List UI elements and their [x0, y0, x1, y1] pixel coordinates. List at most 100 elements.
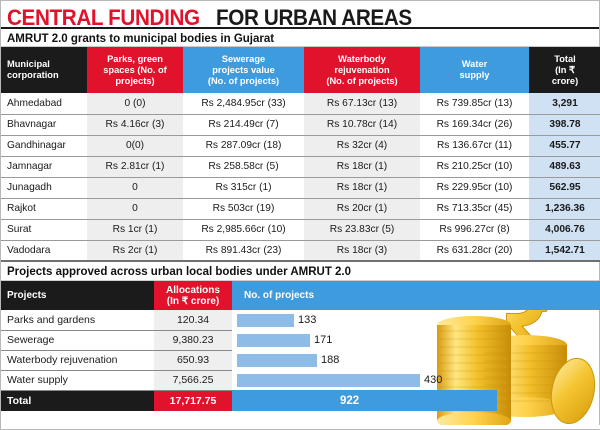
amrut-grants-table: Municipal corporation Parks, green space…	[1, 47, 600, 262]
col-line: projects value	[212, 64, 275, 75]
col-line: Sewerage	[221, 53, 266, 64]
cell-parks: 0	[87, 177, 183, 199]
cell-total-allocation: 17,717.75	[154, 390, 232, 411]
table-row: Junagadh 0 Rs 315cr (1) Rs 18cr (1) Rs 229.9…	[1, 177, 600, 199]
total-bar: 922	[232, 390, 497, 411]
cell-parks: 0	[87, 198, 183, 220]
cell-sewerage: Rs 258.58cr (5)	[183, 156, 304, 178]
table-header-row: Municipal corporation Parks, green space…	[1, 47, 600, 93]
cell-water: Rs 631.28cr (20)	[420, 240, 529, 262]
cell-total: 1,542.71	[529, 240, 600, 262]
cell-project-label: Waterbody rejuvenation	[1, 350, 154, 371]
col-water-supply: Water supply	[420, 47, 529, 93]
list-item: Sewerage 9,380.23 171	[1, 330, 600, 351]
col-line: Projects	[7, 290, 47, 301]
page-title: CENTRAL FUNDING FOR URBAN AREAS	[1, 1, 599, 30]
cell-water: Rs 229.95cr (10)	[420, 177, 529, 199]
cell-sewerage: Rs 891.43cr (23)	[183, 240, 304, 262]
col-line: (In ₹	[555, 64, 575, 75]
table-row: Surat Rs 1cr (1) Rs 2,985.66cr (10) Rs 23.8…	[1, 219, 600, 241]
cell-city: Ahmedabad	[1, 93, 87, 115]
cell-city: Rajkot	[1, 198, 87, 220]
cell-parks: 0(0)	[87, 135, 183, 157]
bar	[237, 353, 317, 367]
cell-sewerage: Rs 287.09cr (18)	[183, 135, 304, 157]
title-rest: FOR URBAN AREAS	[216, 5, 413, 30]
cell-parks: 0 (0)	[87, 93, 183, 115]
total-bar-value: 922	[340, 394, 360, 407]
col-line: Waterbody	[338, 53, 386, 64]
cell-projects-bar: 133	[232, 310, 600, 330]
section2-subtitle: Projects approved across urban local bod…	[1, 262, 599, 281]
cell-water: Rs 739.85cr (13)	[420, 93, 529, 115]
col-allocations: Allocations (In ₹ crore)	[154, 281, 232, 310]
list-item: Waterbody rejuvenation 650.93 188	[1, 350, 600, 371]
list-item: Water supply 7,566.25 430	[1, 370, 600, 391]
cell-sewerage: Rs 2,985.66cr (10)	[183, 219, 304, 241]
table-row: Ahmedabad 0 (0) Rs 2,484.95cr (33) Rs 67.13…	[1, 93, 600, 115]
cell-waterbody: Rs 67.13cr (13)	[304, 93, 420, 115]
cell-waterbody: Rs 32cr (4)	[304, 135, 420, 157]
cell-sewerage: Rs 315cr (1)	[183, 177, 304, 199]
col-line: supply	[459, 70, 490, 80]
col-municipal-corporation: Municipal corporation	[1, 47, 87, 93]
cell-total-label: Total	[1, 390, 154, 411]
col-line: spaces (No. of	[103, 64, 167, 75]
cell-total: 4,006.76	[529, 219, 600, 241]
cell-allocation: 9,380.23	[154, 330, 232, 351]
table-row: Jamnagar Rs 2.81cr (1) Rs 258.58cr (5) Rs 1…	[1, 156, 600, 178]
bar	[237, 333, 310, 347]
cell-water: Rs 136.67cr (11)	[420, 135, 529, 157]
col-line: (No. of projects)	[326, 75, 398, 86]
cell-total: 562.95	[529, 177, 600, 199]
col-line: (No. of projects)	[207, 75, 280, 86]
cell-total: 489.63	[529, 156, 600, 178]
col-line: corporation	[7, 70, 59, 80]
cell-sewerage: Rs 503cr (19)	[183, 198, 304, 220]
cell-total: 3,291	[529, 93, 600, 115]
col-sewerage-projects-value: Sewerage projects value (No. of projects…	[183, 47, 304, 93]
cell-total-bar: 922	[232, 390, 600, 411]
cell-project-label: Water supply	[1, 370, 154, 391]
cell-total: 398.78	[529, 114, 600, 136]
bar	[237, 313, 294, 327]
cell-water: Rs 169.34cr (26)	[420, 114, 529, 136]
bar-value-label: 188	[321, 354, 340, 366]
cell-water: Rs 996.27cr (8)	[420, 219, 529, 241]
cell-city: Gandhinagar	[1, 135, 87, 157]
cell-city: Jamnagar	[1, 156, 87, 178]
cell-project-label: Sewerage	[1, 330, 154, 351]
bar-wrap: 171	[232, 330, 600, 350]
bar-value-label: 171	[314, 334, 333, 346]
cell-allocation: 120.34	[154, 310, 232, 331]
col-line: No. of projects	[244, 290, 315, 301]
table2-header-row: Projects Allocations (In ₹ crore) No. of…	[1, 281, 600, 310]
cell-city: Bhavnagar	[1, 114, 87, 136]
col-line: projects)	[115, 75, 155, 86]
col-line: Allocations	[166, 284, 220, 296]
cell-sewerage: Rs 2,484.95cr (33)	[183, 93, 304, 115]
footer-strip	[1, 425, 600, 429]
cell-project-label: Parks and gardens	[1, 310, 154, 331]
cell-city: Junagadh	[1, 177, 87, 199]
bar-value-label: 430	[424, 374, 443, 386]
cell-allocation: 650.93	[154, 350, 232, 371]
col-line: crore)	[551, 75, 579, 86]
col-line: Parks, green	[107, 53, 163, 64]
table-row: Bhavnagar Rs 4.16cr (3) Rs 214.49cr (7) Rs …	[1, 114, 600, 136]
cell-waterbody: Rs 20cr (1)	[304, 198, 420, 220]
cell-waterbody: Rs 10.78cr (14)	[304, 114, 420, 136]
cell-allocation: 7,566.25	[154, 370, 232, 391]
bar-wrap: 188	[232, 350, 600, 370]
cell-water: Rs 210.25cr (10)	[420, 156, 529, 178]
list-item: Parks and gardens 120.34 133	[1, 310, 600, 331]
section1-subtitle: AMRUT 2.0 grants to municipal bodies in …	[1, 29, 599, 47]
cell-projects-bar: 430	[232, 370, 600, 390]
cell-sewerage: Rs 214.49cr (7)	[183, 114, 304, 136]
table-row: Rajkot 0 Rs 503cr (19) Rs 20cr (1) Rs 713.35…	[1, 198, 600, 220]
cell-waterbody: Rs 18cr (1)	[304, 177, 420, 199]
total-row: Total 17,717.75 922	[1, 390, 600, 411]
cell-total: 1,236.36	[529, 198, 600, 220]
bar	[237, 373, 420, 387]
